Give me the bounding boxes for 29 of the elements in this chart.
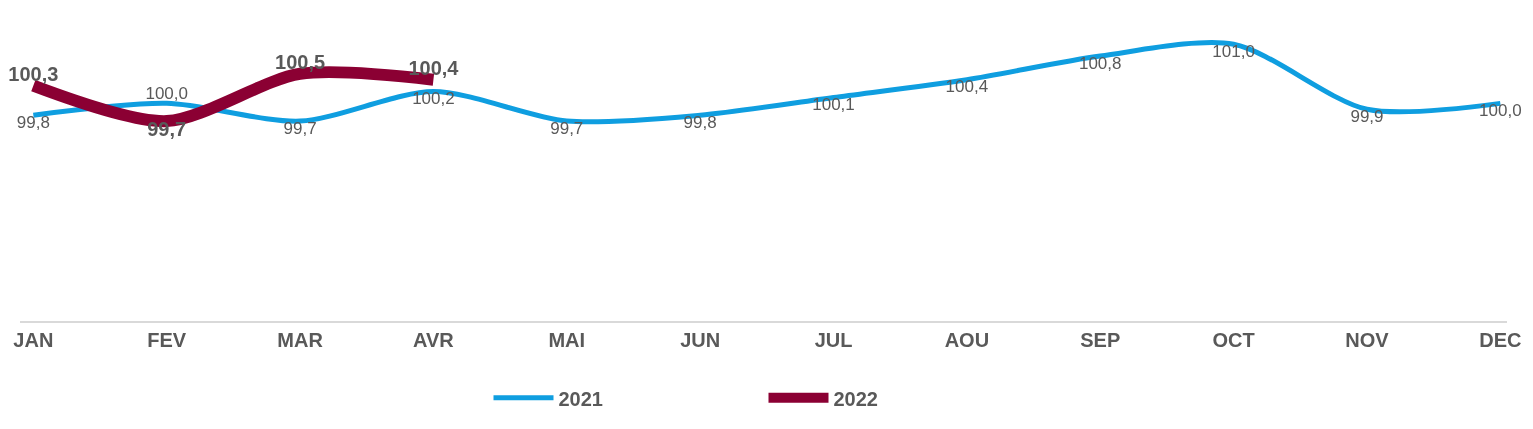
data-label: 100,3: [8, 62, 59, 85]
legend-label: 2021: [558, 387, 603, 410]
data-label: 100,0: [1479, 101, 1522, 121]
x-tick-label: SEP: [1080, 328, 1121, 351]
x-tick-label: MAI: [548, 328, 586, 351]
x-tick-label: OCT: [1212, 328, 1255, 351]
data-label: 100,5: [275, 50, 326, 73]
data-label: 100,0: [145, 84, 188, 104]
data-label: 100,2: [412, 89, 455, 109]
x-tick-label: AVR: [413, 328, 455, 351]
x-tick-label: AOU: [944, 328, 990, 351]
x-tick-label: JUN: [680, 328, 721, 351]
data-label: 99,9: [1350, 107, 1384, 127]
x-tick-label: NOV: [1345, 328, 1390, 351]
x-tick-label: FEV: [147, 328, 187, 351]
x-tick-label: JUL: [814, 328, 853, 351]
data-label: 99,7: [550, 118, 584, 138]
data-label: 99,8: [683, 112, 717, 132]
data-label: 100,1: [812, 95, 855, 115]
data-label: 99,7: [283, 118, 317, 138]
data-label: 100,8: [1078, 53, 1122, 73]
legend-label: 2022: [833, 387, 878, 410]
data-label: 99,8: [16, 112, 50, 132]
x-tick-label: DEC: [1479, 328, 1522, 351]
data-label: 101,0: [1212, 41, 1255, 61]
data-label: 100,4: [945, 77, 989, 97]
x-tick-label: JAN: [13, 328, 54, 351]
x-tick-label: MAR: [277, 328, 324, 351]
data-label: 100,4: [408, 56, 460, 79]
